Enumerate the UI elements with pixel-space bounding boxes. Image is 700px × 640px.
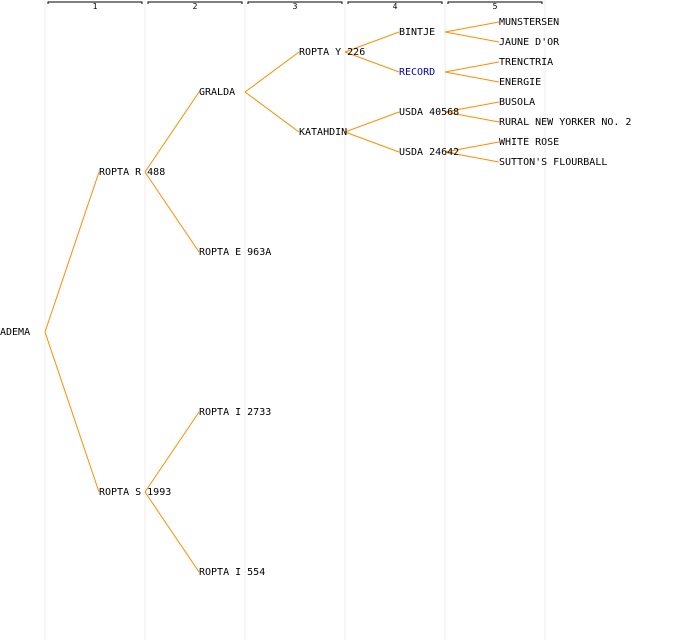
generation-number-2: 2: [193, 2, 198, 11]
edge-ropta-y-226-to-bintje: [344, 31, 400, 53]
edge-gralda-to-katahdin: [244, 91, 300, 133]
generation-column-lines: [44, 0, 546, 640]
edge-record-to-energie: [444, 71, 500, 83]
pedigree-node-ropta-e-963a[interactable]: ROPTA E 963A: [199, 247, 271, 258]
edge-ropta-s-1993-to-ropta-i-2733: [144, 411, 200, 493]
generation-bracket-1: [47, 1, 143, 4]
pedigree-node-munstersen[interactable]: MUNSTERSEN: [499, 17, 559, 28]
generation-bracket-3: [247, 1, 343, 4]
pedigree-edges: [44, 21, 500, 573]
edge-usda-40568-to-rural-new-yorker-no-2: [444, 111, 500, 123]
edge-ropta-r-488-to-ropta-e-963a: [144, 171, 200, 253]
edge-bintje-to-munstersen: [444, 21, 500, 33]
generation-header: 1 2 3 4 5: [47, 1, 543, 11]
pedigree-node-jaune-d-or[interactable]: JAUNE D'OR: [499, 37, 560, 48]
pedigree-node-ropta-s-1993[interactable]: ROPTA S 1993: [99, 487, 171, 498]
pedigree-node-katahdin[interactable]: KATAHDIN: [299, 127, 347, 138]
pedigree-node-busola[interactable]: BUSOLA: [499, 97, 535, 108]
pedigree-node-ropta-y-226[interactable]: ROPTA Y 226: [299, 47, 365, 58]
pedigree-node-energie[interactable]: ENERGIE: [499, 77, 541, 88]
edge-adema-to-ropta-s-1993: [44, 331, 100, 493]
pedigree-node-trenctria[interactable]: TRENCTRIA: [499, 57, 553, 68]
generation-number-1: 1: [93, 2, 98, 11]
pedigree-node-ropta-r-488[interactable]: ROPTA R 488: [99, 167, 165, 178]
edge-gralda-to-ropta-y-226: [244, 51, 300, 93]
edge-katahdin-to-usda-24642: [344, 131, 400, 153]
pedigree-node-gralda[interactable]: GRALDA: [199, 87, 235, 98]
pedigree-labels: ADEMA ROPTA R 488 GRALDA ROPTA Y 226 BINTJE M…: [0, 17, 631, 578]
pedigree-node-record[interactable]: RECORD: [399, 67, 435, 78]
generation-bracket-5: [447, 1, 543, 4]
generation-number-4: 4: [393, 2, 398, 11]
pedigree-node-ropta-i-554[interactable]: ROPTA I 554: [199, 567, 265, 578]
edge-usda-24642-to-sutton-s-flourball: [444, 151, 500, 163]
edge-usda-40568-to-busola: [444, 101, 500, 113]
pedigree-node-bintje[interactable]: BINTJE: [399, 27, 435, 38]
pedigree-node-white-rose[interactable]: WHITE ROSE: [499, 137, 559, 148]
pedigree-node-ropta-i-2733[interactable]: ROPTA I 2733: [199, 407, 271, 418]
edge-bintje-to-jaune-d-or: [444, 31, 500, 43]
pedigree-node-usda-40568[interactable]: USDA 40568: [399, 107, 459, 118]
edge-usda-24642-to-white-rose: [444, 141, 500, 153]
edge-adema-to-ropta-r-488: [44, 171, 100, 333]
generation-bracket-4: [347, 1, 443, 4]
edge-record-to-trenctria: [444, 61, 500, 73]
edge-ropta-r-488-to-gralda: [144, 91, 200, 173]
generation-bracket-2: [147, 1, 243, 4]
pedigree-node-adema[interactable]: ADEMA: [0, 327, 30, 338]
pedigree-node-sutton-s-flourball[interactable]: SUTTON'S FLOURBALL: [499, 157, 607, 168]
generation-number-5: 5: [493, 2, 498, 11]
pedigree-node-rural-new-yorker-no-2[interactable]: RURAL NEW YORKER NO. 2: [499, 117, 631, 128]
pedigree-node-usda-24642[interactable]: USDA 24642: [399, 147, 459, 158]
generation-number-3: 3: [293, 2, 298, 11]
edge-ropta-s-1993-to-ropta-i-554: [144, 491, 200, 573]
edge-ropta-y-226-to-record: [344, 51, 400, 73]
edge-katahdin-to-usda-40568: [344, 111, 400, 133]
